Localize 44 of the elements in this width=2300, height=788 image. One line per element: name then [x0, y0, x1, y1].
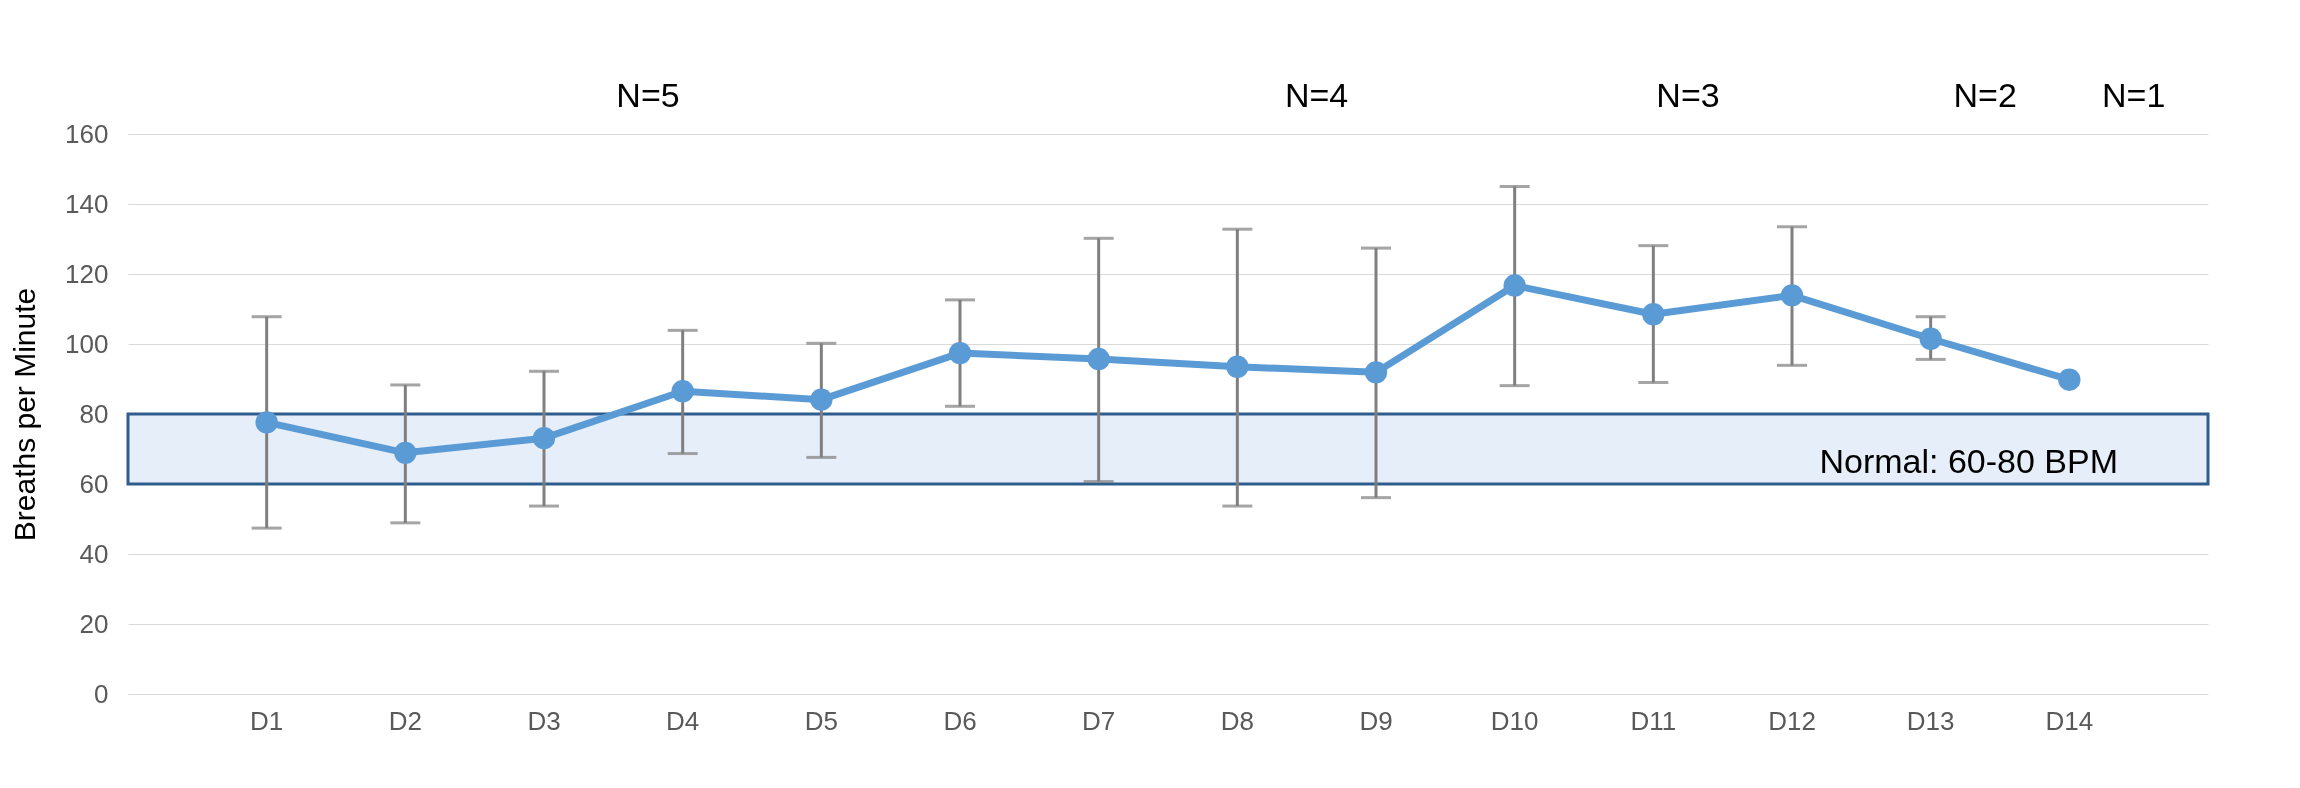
x-tick-label: D14 — [2045, 705, 2094, 736]
point — [1226, 355, 1249, 378]
x-tick-label: D5 — [804, 705, 838, 736]
y-tick-label: 0 — [94, 678, 109, 709]
point — [532, 426, 556, 450]
y-tick-label: 120 — [65, 258, 109, 289]
x-tick-label: D13 — [1906, 705, 1955, 736]
x-tick-label: D9 — [1359, 705, 1393, 736]
text: N=2 — [1953, 76, 2017, 114]
point — [948, 341, 972, 365]
point — [255, 411, 278, 434]
x-tick-label: D3 — [527, 705, 561, 736]
point — [1919, 327, 1942, 350]
y-tick-label: 80 — [79, 398, 109, 429]
x-tick-label: D8 — [1220, 705, 1254, 736]
x-tick-label: D4 — [666, 705, 700, 736]
x-tick-label: D12 — [1768, 705, 1816, 736]
point — [1642, 303, 1665, 326]
text: N=1 — [2102, 76, 2166, 114]
point — [1364, 361, 1388, 384]
text: N=3 — [1656, 76, 1720, 114]
y-tick-label: 160 — [65, 118, 109, 149]
y-tick-label: 40 — [79, 538, 109, 569]
point — [394, 441, 417, 465]
x-tick-label: D2 — [388, 705, 422, 736]
y-tick-label: 140 — [65, 188, 109, 219]
text: N=5 — [616, 76, 680, 114]
point — [810, 388, 833, 411]
point — [1087, 347, 1110, 371]
x-tick-label: D11 — [1630, 705, 1677, 736]
point — [1503, 274, 1526, 297]
x-tick-label: D1 — [250, 705, 284, 736]
band-label: Normal: 60-80 BPM — [1819, 442, 2118, 480]
point — [1780, 284, 1804, 307]
x-tick-label: D6 — [943, 705, 977, 736]
y-axis-title: Breaths per Minute — [8, 287, 42, 542]
y-tick-label: 100 — [65, 328, 109, 359]
y-tick-label: 20 — [79, 608, 109, 639]
x-tick-label: D10 — [1490, 705, 1539, 736]
text: N=4 — [1284, 76, 1349, 114]
y-tick-label: 60 — [79, 468, 109, 499]
x-tick-label: D7 — [1082, 705, 1116, 736]
point — [671, 380, 694, 403]
point — [2058, 368, 2081, 391]
